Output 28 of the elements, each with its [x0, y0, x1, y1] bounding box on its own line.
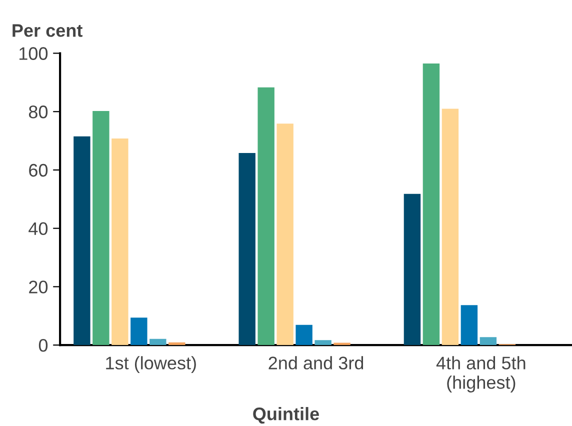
- x-tick-label: 1st (lowest): [106, 356, 196, 373]
- bar: [92, 111, 110, 346]
- bar: [296, 324, 312, 346]
- y-tick-label: 20: [29, 280, 48, 294]
- bar: [480, 337, 497, 346]
- y-axis-title: Per cent: [12, 24, 82, 37]
- bar: [112, 138, 128, 346]
- y-tick-label: 60: [29, 164, 48, 177]
- bar: [238, 153, 256, 346]
- bar: [404, 194, 421, 346]
- bar: [258, 87, 274, 346]
- bar: [168, 342, 186, 346]
- bar: [150, 338, 166, 346]
- bar: [442, 108, 459, 346]
- bar: [334, 342, 350, 346]
- bar: [74, 136, 90, 346]
- y-tick-label: 100: [20, 47, 48, 60]
- bar: [460, 305, 478, 346]
- bar: [130, 318, 148, 346]
- bar: [422, 63, 440, 346]
- bar: [314, 340, 332, 346]
- x-tick-label: 4th and 5th (highest): [436, 356, 526, 392]
- y-tick-label: 80: [28, 106, 48, 118]
- y-tick-label: 0: [38, 338, 48, 352]
- x-tick-label: 2nd and 3rd: [268, 356, 364, 370]
- x-axis-title: Quintile: [253, 407, 319, 424]
- y-tick-label: 40: [28, 222, 48, 236]
- bar: [276, 124, 294, 346]
